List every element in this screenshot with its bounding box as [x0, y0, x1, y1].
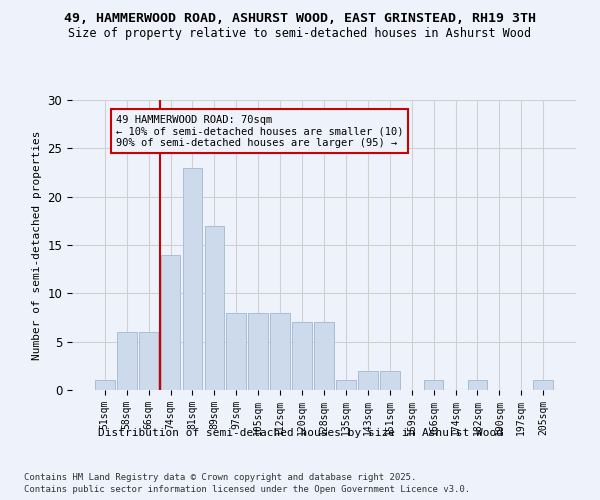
Bar — [467, 380, 487, 390]
Bar — [139, 332, 158, 390]
Bar — [358, 370, 378, 390]
Bar — [533, 380, 553, 390]
Bar — [380, 370, 400, 390]
Bar — [95, 380, 115, 390]
Bar — [424, 380, 443, 390]
Y-axis label: Number of semi-detached properties: Number of semi-detached properties — [32, 130, 42, 360]
Bar — [205, 226, 224, 390]
Bar — [248, 312, 268, 390]
Text: Size of property relative to semi-detached houses in Ashurst Wood: Size of property relative to semi-detach… — [68, 28, 532, 40]
Bar — [117, 332, 137, 390]
Bar — [336, 380, 356, 390]
Text: Distribution of semi-detached houses by size in Ashurst Wood: Distribution of semi-detached houses by … — [97, 428, 503, 438]
Bar — [226, 312, 246, 390]
Text: Contains public sector information licensed under the Open Government Licence v3: Contains public sector information licen… — [24, 485, 470, 494]
Text: 49 HAMMERWOOD ROAD: 70sqm
← 10% of semi-detached houses are smaller (10)
90% of : 49 HAMMERWOOD ROAD: 70sqm ← 10% of semi-… — [116, 114, 403, 148]
Bar — [292, 322, 312, 390]
Text: Contains HM Land Registry data © Crown copyright and database right 2025.: Contains HM Land Registry data © Crown c… — [24, 472, 416, 482]
Bar — [182, 168, 202, 390]
Text: 49, HAMMERWOOD ROAD, ASHURST WOOD, EAST GRINSTEAD, RH19 3TH: 49, HAMMERWOOD ROAD, ASHURST WOOD, EAST … — [64, 12, 536, 26]
Bar — [314, 322, 334, 390]
Bar — [161, 254, 181, 390]
Bar — [270, 312, 290, 390]
